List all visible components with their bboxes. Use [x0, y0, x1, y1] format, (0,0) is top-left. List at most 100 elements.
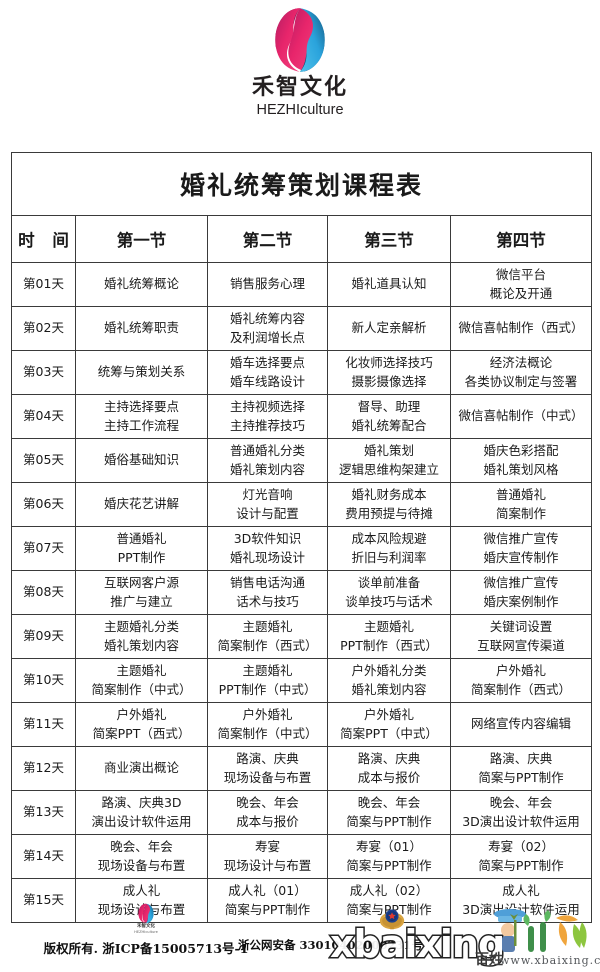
day-label: 第02天 — [11, 306, 76, 351]
day-label: 第14天 — [11, 834, 76, 879]
day-label: 第03天 — [11, 350, 76, 395]
footer-police-block: 浙公网安备 33010402000231号 — [238, 902, 498, 953]
public-security-record-text[interactable]: 浙公网安备 33010402000231号 — [238, 938, 424, 952]
course-cell-line: PPT制作（西式） — [340, 637, 438, 653]
course-cell-lines: 成本风险规避 折旧与利润率 — [328, 530, 450, 566]
icp-license-text[interactable]: 版权所有. 浙ICP备15005713号-1 — [43, 941, 249, 957]
table-row: 第08天 互联网客户源 推广与建立 销售电话沟通 话术与技巧 谈单前准备 谈单技巧与话术 微信… — [11, 570, 593, 615]
course-cell-line: 寿宴（01） — [356, 839, 422, 855]
course-cell-line: 及利润增长点 — [229, 329, 305, 345]
course-cell-period-1: 普通婚礼 PPT制作 — [75, 526, 208, 571]
course-cell-line: 婚礼现场设计 — [229, 549, 305, 565]
course-cell-line: 婚车选择要点 — [229, 355, 305, 371]
course-cell-period-3: 谈单前准备谈单技巧与话术 — [327, 570, 451, 615]
course-cell-lines: 主持选择要点 主持工作流程 — [76, 398, 207, 434]
course-cell-lines: 婚礼统筹概论 — [76, 275, 207, 293]
course-cell-line: 微信喜帖制作（西式） — [458, 320, 584, 336]
course-cell-line: 婚礼策划风格 — [483, 461, 559, 477]
course-cell-line: 微信平台 — [496, 267, 547, 283]
course-cell-period-3: 主题婚礼 PPT制作（西式） — [327, 614, 451, 659]
course-cell-line: 推广与建立 — [110, 593, 173, 609]
course-cell-period-1: 婚俗基础知识 — [75, 438, 208, 483]
course-cell-lines: 婚礼道具认知 — [328, 275, 450, 293]
brand-header: 禾智文化 HEZHIculture — [0, 0, 600, 118]
course-cell-line: PPT制作（中式） — [218, 681, 317, 697]
course-cell-line: 晚会、年会 — [236, 795, 299, 811]
table-row: 第03天 统筹与策划关系 婚车选择要点 婚车线路设计 化妆师选择技巧 摄影摄像选择 经济法概… — [11, 350, 593, 395]
course-cell-lines: 户外婚礼 简案制作（中式） — [208, 706, 327, 742]
course-cell-period-1: 婚庆花艺讲解 — [75, 482, 208, 527]
day-label: 第07天 — [11, 526, 76, 571]
column-header-period-4: 第四节 — [449, 215, 593, 263]
course-cell-line: 关键词设置 — [489, 619, 553, 635]
course-cell-lines: 婚礼策划 逻辑思维构架建立 — [328, 442, 450, 478]
course-cell-line: 户外婚礼分类 — [351, 663, 427, 679]
course-cell-period-1: 婚礼统筹职责 — [75, 306, 208, 351]
course-cell-line: 谈单前准备 — [357, 575, 421, 591]
table-body: 婚礼统筹策划课程表 时 间 第一节 第二节 第三节 第四节 第01天 婚礼统筹概论… — [10, 152, 593, 923]
course-cell-lines: 婚俗基础知识 — [76, 451, 207, 469]
course-cell-period-4: 微信喜帖制作（中式） — [449, 394, 593, 439]
course-cell-lines: 婚礼统筹职责 — [76, 319, 207, 337]
course-schedule-table: 婚礼统筹策划课程表 时 间 第一节 第二节 第三节 第四节 第01天 婚礼统筹概论… — [10, 152, 593, 923]
course-cell-line: 普通婚礼 — [496, 487, 547, 503]
course-cell-lines: 督导、助理 婚礼统筹配合 — [328, 398, 450, 434]
course-cell-period-4: 微信推广宣传 婚庆案例制作 — [449, 570, 593, 615]
brand-name-en: HEZHIculture — [256, 102, 344, 119]
course-cell-period-2: 3D软件知识 婚礼现场设计 — [207, 526, 328, 571]
course-cell-lines: 主题婚礼 PPT制作（西式） — [328, 618, 450, 654]
course-cell-line: 成人礼（01） — [228, 883, 307, 899]
course-cell-lines: 主持视频选择 主持推荐技巧 — [208, 398, 327, 434]
course-cell-lines: 经济法概论 各类协议制定与签署 — [451, 354, 591, 390]
course-cell-lines: 普通婚礼分类 婚礼策划内容 — [208, 442, 327, 478]
course-cell-line: 主题婚礼 — [116, 663, 167, 679]
course-cell-lines: 婚车选择要点 婚车线路设计 — [208, 354, 327, 390]
course-cell-line: 成本与报价 — [357, 769, 421, 785]
course-cell-line: 费用预提与待摊 — [345, 505, 433, 521]
course-cell-lines: 寿宴 现场设计与布置 — [208, 838, 327, 874]
course-cell-lines: 谈单前准备谈单技巧与话术 — [328, 574, 450, 610]
course-cell-lines: 寿宴（02） 简案与PPT制作 — [451, 838, 591, 874]
course-cell-line: 设计与配置 — [236, 505, 299, 521]
course-cell-period-4: 微信喜帖制作（西式） — [449, 306, 593, 351]
table-row: 第15天成人礼现场设计与布置成人礼（01）简案与PPT制作成人礼（02）简案与P… — [11, 878, 593, 923]
course-cell-period-1: 户外婚礼 简案PPT（西式） — [75, 702, 208, 747]
day-label: 第06天 — [11, 482, 76, 527]
table-row: 第09天 主题婚礼分类 婚礼策划内容 主题婚礼 简案制作（西式） 主题婚礼 PPT制作（西式… — [11, 614, 593, 659]
course-cell-line: 谈单技巧与话术 — [345, 593, 433, 609]
course-cell-lines: 统筹与策划关系 — [76, 363, 207, 381]
day-label: 第15天 — [11, 878, 76, 923]
course-cell-line: 话术与技巧 — [236, 593, 299, 609]
course-cell-line: 简案制作 — [496, 505, 547, 521]
course-cell-lines: 微信喜帖制作（中式） — [451, 407, 591, 425]
course-cell-line: 成人礼（02） — [349, 883, 429, 899]
footer-copyright-block: 禾智文化 HEZHIculture 版权所有. 浙ICP备15005713号-1 — [36, 900, 256, 957]
course-cell-line: 统筹与策划关系 — [97, 364, 186, 380]
course-cell-lines: 婚礼财务成本 费用预提与待摊 — [328, 486, 450, 522]
course-cell-line: 婚礼统筹概论 — [103, 276, 179, 292]
course-cell-lines: 微信平台 概论及开通 — [451, 266, 591, 302]
course-cell-line: 现场设计与布置 — [223, 857, 312, 873]
table-row: 第13天 路演、庆典3D 演出设计软件运用 晚会、年会 成本与报价 晚会、年会 简案与PPT… — [11, 790, 593, 835]
course-cell-period-2: 主题婚礼 PPT制作（中式） — [207, 658, 328, 703]
course-cell-line: 路演、庆典3D — [101, 795, 182, 811]
course-cell-lines: 3D软件知识 婚礼现场设计 — [208, 530, 327, 566]
course-cell-period-4: 普通婚礼 简案制作 — [449, 482, 593, 527]
course-cell-period-2: 成人礼（01） 简案与PPT制作 — [207, 878, 328, 923]
course-cell-line: 晚会、年会 — [357, 795, 421, 811]
course-cell-line: 互联网客户源 — [103, 575, 179, 591]
course-cell-lines: 成人礼（01） 简案与PPT制作 — [208, 882, 327, 918]
course-cell-line: 概论及开通 — [489, 285, 553, 301]
table-row: 第06天 婚庆花艺讲解 灯光音响 设计与配置 婚礼财务成本 费用预提与待摊 普通婚礼 简案制作 — [11, 482, 593, 527]
course-cell-lines: 互联网客户源 推广与建立 — [76, 574, 207, 610]
course-cell-period-3: 路演、庆典 成本与报价 — [327, 746, 451, 791]
page-footer: 禾智文化 HEZHIculture 版权所有. 浙ICP备15005713号-1… — [0, 900, 600, 972]
course-cell-lines: 路演、庆典 简案与PPT制作 — [451, 750, 591, 786]
course-cell-period-2: 婚礼统筹内容 及利润增长点 — [207, 306, 328, 351]
course-cell-period-1: 婚礼统筹概论 — [75, 262, 208, 307]
course-cell-lines: 关键词设置 互联网宣传渠道 — [451, 618, 591, 654]
course-cell-line: 婚庆案例制作 — [483, 593, 559, 609]
course-cell-period-2: 寿宴 现场设计与布置 — [207, 834, 328, 879]
course-cell-line: 婚礼策划内容 — [229, 461, 305, 477]
course-cell-line: 主持选择要点 — [103, 399, 179, 415]
